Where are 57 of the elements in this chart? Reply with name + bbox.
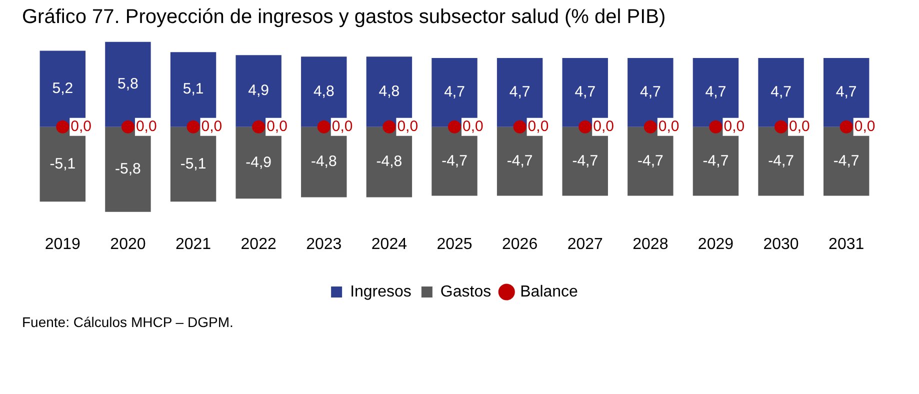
data-label: 5,2 bbox=[52, 80, 74, 97]
x-tick-label: 2029 bbox=[698, 236, 734, 253]
x-tick-label: 2025 bbox=[436, 236, 472, 253]
data-label: 0,0 bbox=[266, 118, 288, 136]
x-tick-label: 2022 bbox=[240, 236, 276, 253]
data-label: 4,7 bbox=[444, 84, 465, 101]
data-label: -4,7 bbox=[506, 152, 533, 170]
data-label: 4,7 bbox=[836, 84, 857, 101]
x-tick-label: 2030 bbox=[763, 236, 799, 253]
legend-label: Balance bbox=[520, 283, 578, 300]
chart-title: Gráfico 77. Proyección de ingresos y gastos subsector salud (% del PIB) bbox=[22, 6, 666, 29]
data-label: 0,0 bbox=[201, 118, 222, 136]
data-label: -5,1 bbox=[50, 155, 76, 172]
data-label: -4,7 bbox=[768, 152, 794, 170]
data-label: 0,0 bbox=[854, 118, 876, 136]
data-label: -4,7 bbox=[442, 152, 468, 170]
data-label: 0,0 bbox=[332, 118, 353, 136]
data-label: 0,0 bbox=[70, 118, 92, 136]
data-label: 0,0 bbox=[136, 118, 157, 136]
data-label: -4,7 bbox=[572, 152, 598, 170]
data-label: 0,0 bbox=[593, 118, 614, 136]
data-label: 0,0 bbox=[397, 118, 418, 136]
data-label: 4,7 bbox=[640, 84, 661, 101]
data-label: 4,8 bbox=[378, 82, 400, 100]
data-label: 4,7 bbox=[509, 84, 530, 101]
legend-label: Gastos bbox=[440, 283, 492, 300]
x-tick-label: 2028 bbox=[632, 236, 668, 253]
data-label: 5,1 bbox=[182, 80, 204, 98]
data-label: -4,8 bbox=[376, 153, 402, 170]
data-label: 4,8 bbox=[313, 82, 334, 100]
data-label: 0,0 bbox=[789, 118, 810, 136]
data-label: 0,0 bbox=[724, 118, 745, 136]
data-label: 0,0 bbox=[658, 118, 680, 136]
x-tick-label: 2026 bbox=[502, 236, 538, 253]
x-tick-label: 2027 bbox=[567, 236, 604, 253]
data-label: -4,8 bbox=[310, 153, 337, 170]
data-label: 5,8 bbox=[118, 76, 138, 93]
data-label: -4,7 bbox=[833, 152, 860, 170]
data-label: 4,7 bbox=[574, 84, 596, 101]
data-label: -4,9 bbox=[246, 154, 272, 171]
data-label: 4,9 bbox=[248, 82, 270, 100]
x-tick-label: 2019 bbox=[44, 236, 81, 253]
data-label: 4,7 bbox=[770, 84, 792, 101]
data-label: -5,8 bbox=[115, 160, 141, 178]
data-label: -4,7 bbox=[702, 152, 729, 170]
data-label: -4,7 bbox=[637, 152, 664, 170]
legend-label: Ingresos bbox=[350, 283, 412, 300]
data-label: 0,0 bbox=[528, 118, 549, 136]
x-tick-label: 2020 bbox=[110, 236, 146, 253]
x-tick-label: 2023 bbox=[306, 236, 342, 253]
data-label: -5,1 bbox=[180, 155, 206, 172]
x-tick-label: 2031 bbox=[828, 236, 864, 253]
data-label: 4,7 bbox=[705, 84, 726, 101]
x-tick-label: 2021 bbox=[175, 236, 212, 253]
data-label: 0,0 bbox=[462, 118, 484, 136]
source-note: Fuente: Cálculos MHCP – DGPM. bbox=[22, 314, 234, 330]
x-tick-label: 2024 bbox=[371, 236, 408, 253]
